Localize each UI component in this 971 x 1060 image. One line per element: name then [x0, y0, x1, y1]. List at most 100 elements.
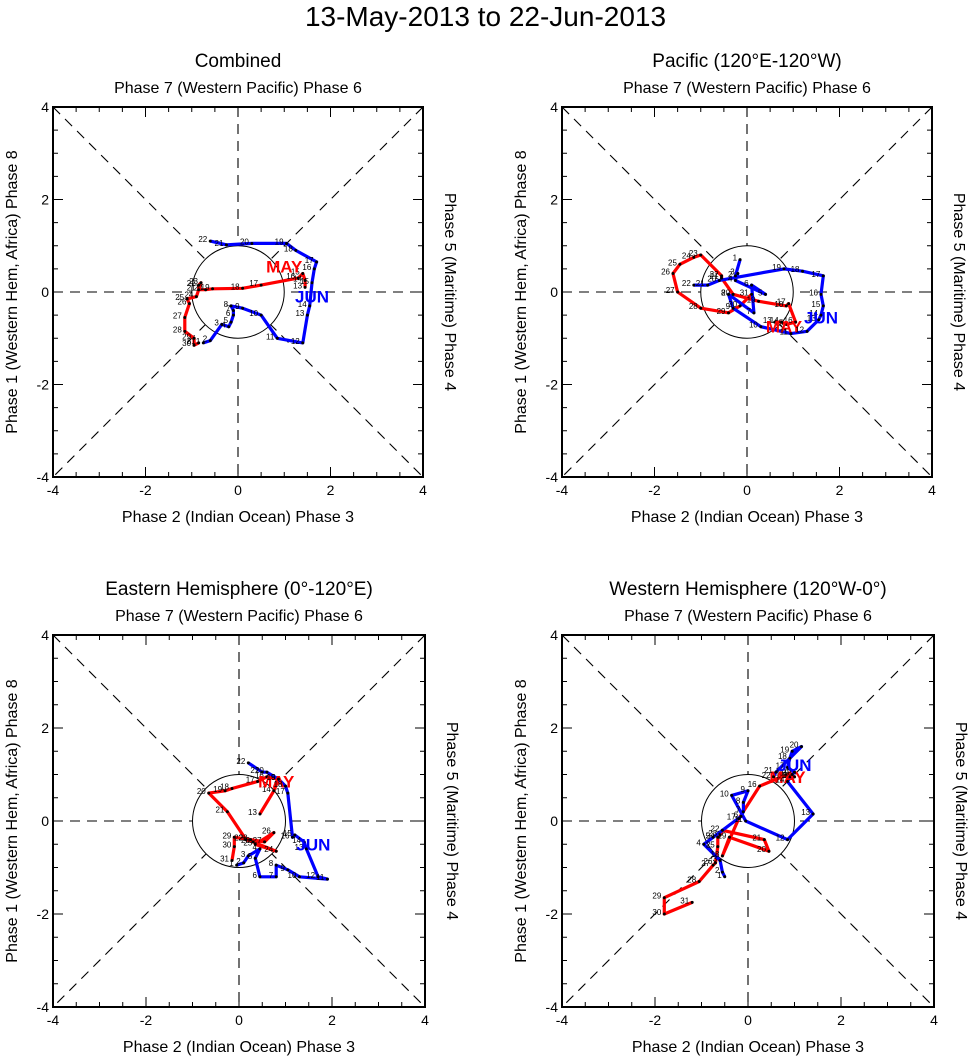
x-tick-label: -4 [47, 482, 60, 498]
day-label: 6 [744, 279, 749, 288]
y-tick-label: 4 [550, 99, 558, 115]
day-marker [788, 756, 792, 760]
day-marker [697, 879, 701, 883]
day-marker [762, 838, 766, 842]
day-label: 20 [707, 274, 716, 283]
day-marker [259, 283, 263, 287]
x-tick-label: 0 [234, 482, 242, 498]
day-marker [662, 896, 666, 900]
panel-title: Combined [195, 51, 282, 72]
day-label: 8 [269, 859, 274, 868]
day-marker [699, 306, 703, 310]
day-marker [662, 912, 666, 916]
day-label: 22 [198, 235, 207, 244]
day-marker [794, 320, 798, 324]
day-label: 9 [235, 302, 240, 311]
day-marker [275, 336, 279, 340]
day-marker [772, 775, 776, 779]
day-label: 27 [701, 859, 710, 868]
day-label: 19 [213, 785, 222, 794]
day-label: 13 [248, 808, 257, 817]
day-label: 15 [811, 300, 820, 309]
day-marker [274, 875, 278, 879]
day-label: 3 [730, 268, 735, 277]
panel-eastern-hemisphere: Eastern Hemisphere (0°-120°E) Phase 7 (We… [4, 579, 460, 1056]
day-marker [780, 320, 784, 324]
day-label: 18 [284, 244, 293, 253]
day-marker [692, 283, 696, 287]
day-label: 5 [248, 852, 253, 861]
y-tick-label: 2 [550, 720, 558, 736]
day-marker [793, 770, 796, 774]
day-label: 14 [770, 316, 779, 325]
day-label: 2 [203, 335, 208, 344]
day-marker [723, 875, 727, 879]
day-label: 18 [220, 782, 229, 791]
y-tick-label: -4 [546, 469, 559, 485]
day-label: 28 [239, 834, 248, 843]
day-marker [784, 304, 788, 308]
day-label: 19 [747, 295, 756, 304]
month-label-jun: JUN [777, 756, 811, 775]
y-axis-label: Phase 1 (Western Hem, Africa) Phase 8 [513, 679, 530, 962]
day-label: 23 [708, 829, 717, 838]
day-marker [736, 272, 740, 275]
day-label: 24 [682, 251, 691, 260]
day-label: 3 [241, 850, 246, 859]
day-marker [711, 863, 715, 867]
day-label: 16 [784, 316, 793, 325]
day-label: 10 [720, 789, 729, 798]
day-label: 21 [752, 834, 761, 843]
day-label: 13 [778, 771, 787, 780]
day-label: 6 [252, 871, 257, 880]
day-marker [246, 854, 250, 858]
day-label: 22 [710, 270, 719, 279]
day-label: 7 [746, 307, 751, 316]
y-tick-label: 0 [41, 284, 49, 300]
day-label: 22 [711, 824, 720, 833]
day-marker [741, 810, 745, 814]
day-marker [308, 304, 312, 308]
panel-western-hemisphere: Western Hemisphere (120°W-0°) Phase 7 (We… [513, 579, 969, 1056]
day-label: 26 [178, 298, 187, 307]
day-label: 31 [740, 288, 749, 297]
x-tick-label: -2 [139, 482, 152, 498]
day-label: 7 [269, 871, 274, 880]
day-label: 21 [215, 239, 224, 248]
day-marker [294, 248, 298, 252]
day-label: 5 [224, 316, 229, 325]
day-marker [690, 900, 694, 904]
panel-combined: Combined Phase 7 (Western Pacific) Phase … [4, 51, 458, 526]
day-label: 28 [687, 875, 696, 884]
y-tick-label: -2 [546, 906, 559, 922]
day-marker [759, 325, 763, 329]
day-marker [241, 286, 245, 290]
x-tick-label: -2 [649, 1012, 662, 1028]
day-marker [230, 786, 234, 790]
day-marker [251, 840, 255, 844]
day-marker [720, 828, 724, 832]
month-label-jun: JUN [296, 835, 330, 854]
day-label: 27 [666, 286, 675, 295]
day-marker [720, 854, 724, 858]
x-tick-label: -4 [47, 1012, 60, 1028]
day-label: 21 [250, 766, 259, 775]
day-marker [731, 306, 735, 310]
day-marker [197, 283, 201, 287]
right-phase-label: Phase 5 (Maritime) Phase 4 [952, 722, 969, 920]
day-marker [757, 299, 761, 303]
day-marker [758, 784, 762, 788]
day-marker [286, 868, 290, 872]
day-marker [253, 842, 257, 846]
day-label: 27 [173, 311, 182, 320]
day-marker [790, 749, 794, 753]
y-tick-label: 0 [550, 813, 558, 829]
day-label: 12 [306, 871, 315, 880]
day-label: 4 [252, 843, 257, 852]
day-marker [231, 309, 235, 312]
x-tick-label: 0 [235, 1012, 243, 1028]
day-marker [692, 255, 696, 259]
day-marker [706, 283, 710, 287]
day-label: 19 [780, 745, 789, 754]
